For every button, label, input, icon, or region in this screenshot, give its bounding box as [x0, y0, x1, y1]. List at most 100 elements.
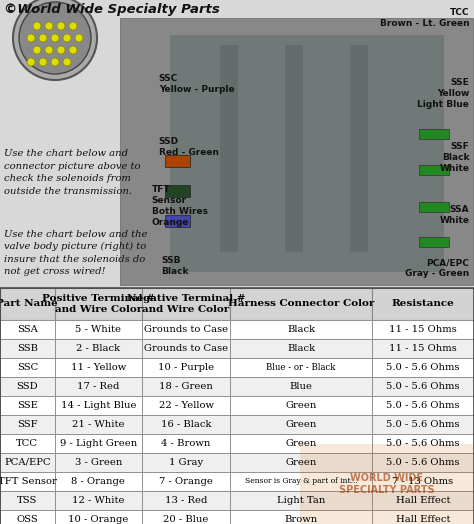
Bar: [165, 155, 190, 167]
Text: SSD: SSD: [17, 381, 38, 391]
Circle shape: [69, 22, 77, 30]
Circle shape: [63, 34, 71, 42]
Circle shape: [51, 58, 59, 66]
Text: TFT
Sensor
Both Wires
Orange: TFT Sensor Both Wires Orange: [152, 185, 208, 227]
Bar: [220, 45, 238, 252]
Circle shape: [19, 2, 91, 74]
Text: TSS: TSS: [17, 496, 37, 505]
Bar: [230, 414, 372, 434]
Bar: [55, 358, 142, 377]
Bar: [120, 18, 473, 285]
Text: Use the chart below and
connector picture above to
check the solenoids from
outs: Use the chart below and connector pictur…: [4, 149, 140, 196]
Text: 5.0 - 5.6 Ohms: 5.0 - 5.6 Ohms: [386, 381, 460, 391]
Bar: [142, 453, 230, 472]
Text: Light Tan: Light Tan: [277, 496, 325, 505]
Bar: [55, 453, 142, 472]
Bar: [142, 472, 230, 490]
Bar: [372, 453, 474, 472]
Text: SSF
Black
White: SSF Black White: [439, 141, 469, 173]
Circle shape: [13, 0, 97, 80]
Bar: [230, 320, 372, 339]
Text: TCC
Brown - Lt. Green: TCC Brown - Lt. Green: [380, 8, 469, 28]
Text: 11 - Yellow: 11 - Yellow: [71, 363, 126, 372]
Bar: [55, 377, 142, 396]
Bar: [55, 472, 142, 490]
Bar: [0, 396, 55, 414]
Text: PCA/EPC: PCA/EPC: [4, 457, 51, 467]
Bar: [55, 288, 142, 320]
Bar: [0, 288, 474, 524]
Circle shape: [45, 46, 53, 54]
Bar: [300, 444, 474, 524]
Bar: [419, 129, 449, 139]
Text: SSB: SSB: [17, 344, 38, 353]
Bar: [372, 510, 474, 524]
Bar: [55, 339, 142, 358]
Bar: [0, 434, 55, 453]
Text: 17 - Red: 17 - Red: [77, 381, 119, 391]
Text: Green: Green: [285, 401, 317, 410]
Bar: [55, 396, 142, 414]
Bar: [372, 414, 474, 434]
Text: 8 - Orange: 8 - Orange: [72, 477, 125, 486]
Text: 5 - White: 5 - White: [75, 325, 121, 334]
Bar: [142, 339, 230, 358]
Bar: [55, 320, 142, 339]
Text: 3 - Green: 3 - Green: [75, 457, 122, 467]
Text: Brown: Brown: [284, 515, 318, 523]
Text: 9 - Light Green: 9 - Light Green: [60, 439, 137, 447]
Text: Negative Terminal #
and Wire Color: Negative Terminal # and Wire Color: [127, 293, 245, 314]
Text: 10 - Orange: 10 - Orange: [68, 515, 128, 523]
Bar: [55, 490, 142, 510]
Text: Black: Black: [287, 344, 315, 353]
Text: 7 - Orange: 7 - Orange: [159, 477, 213, 486]
Bar: [142, 434, 230, 453]
Circle shape: [69, 46, 77, 54]
Bar: [230, 396, 372, 414]
Bar: [230, 434, 372, 453]
Text: Use the chart below and the
valve body picture (right) to
insure that the soleno: Use the chart below and the valve body p…: [4, 230, 147, 276]
Bar: [142, 396, 230, 414]
Bar: [0, 288, 55, 320]
Text: 12 - White: 12 - White: [72, 496, 125, 505]
Circle shape: [75, 34, 83, 42]
Text: 13 - Red: 13 - Red: [165, 496, 207, 505]
Text: Sensor is Gray & part of int...: Sensor is Gray & part of int...: [245, 477, 357, 485]
Bar: [0, 0, 474, 287]
Bar: [372, 434, 474, 453]
Bar: [350, 45, 368, 252]
Bar: [372, 472, 474, 490]
Text: ©World Wide Specialty Parts: ©World Wide Specialty Parts: [4, 3, 220, 16]
Text: 5.0 - 5.6 Ohms: 5.0 - 5.6 Ohms: [386, 401, 460, 410]
Bar: [170, 35, 444, 272]
Bar: [230, 510, 372, 524]
Text: Green: Green: [285, 457, 317, 467]
Bar: [230, 288, 372, 320]
Text: SSA: SSA: [17, 325, 38, 334]
Bar: [230, 453, 372, 472]
Bar: [372, 320, 474, 339]
Text: Blue: Blue: [290, 381, 312, 391]
Bar: [372, 377, 474, 396]
Bar: [230, 358, 372, 377]
Bar: [142, 490, 230, 510]
Text: 5.0 - 5.6 Ohms: 5.0 - 5.6 Ohms: [386, 420, 460, 429]
Circle shape: [57, 46, 65, 54]
Text: SSB
Black: SSB Black: [161, 256, 189, 276]
Text: SSD
Red - Green: SSD Red - Green: [159, 137, 219, 157]
Circle shape: [57, 22, 65, 30]
Bar: [142, 320, 230, 339]
Bar: [372, 358, 474, 377]
Circle shape: [27, 58, 35, 66]
Text: PCA/EPC
Gray - Green: PCA/EPC Gray - Green: [405, 258, 469, 278]
Bar: [0, 472, 55, 490]
Text: Hall Effect: Hall Effect: [396, 515, 450, 523]
Bar: [230, 490, 372, 510]
Text: 5.0 - 5.6 Ohms: 5.0 - 5.6 Ohms: [386, 439, 460, 447]
Text: 7 - 13 Ohms: 7 - 13 Ohms: [392, 477, 454, 486]
Bar: [0, 453, 55, 472]
Text: SSC: SSC: [17, 363, 38, 372]
Text: 20 - Blue: 20 - Blue: [164, 515, 209, 523]
Bar: [230, 377, 372, 396]
Circle shape: [45, 22, 53, 30]
